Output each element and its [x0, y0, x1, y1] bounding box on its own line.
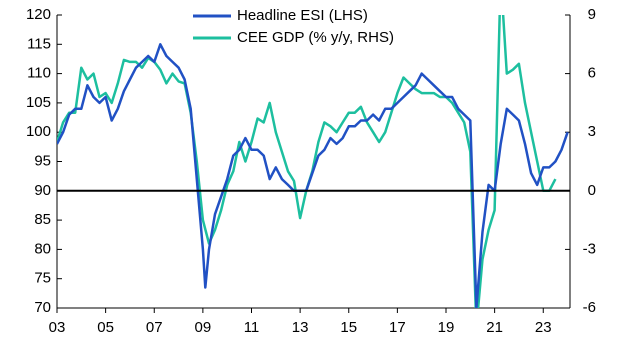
x-tick-label: 15 — [340, 319, 357, 336]
y-tick-label: 95 — [34, 152, 51, 169]
x-tick-label: 23 — [535, 319, 552, 336]
y-tick-label: 75 — [34, 270, 51, 287]
y-tick-label: 70 — [34, 299, 51, 316]
x-tick-label: 07 — [146, 319, 163, 336]
x-tick-label: 11 — [244, 319, 260, 336]
y-tick-label: 100 — [26, 123, 51, 140]
x-tick-label: 05 — [97, 319, 114, 336]
y-tick-label: 115 — [27, 35, 51, 52]
y2-tick-label: 6 — [588, 65, 596, 82]
y-tick-label: 85 — [34, 211, 51, 228]
y2-tick-label: 9 — [588, 6, 596, 23]
x-tick-label: 09 — [195, 319, 212, 336]
y-tick-label: 120 — [26, 6, 51, 23]
x-tick-label: 17 — [389, 319, 406, 336]
y2-tick-label: 3 — [588, 123, 596, 140]
series-line — [57, 43, 569, 308]
x-tick-label: 21 — [486, 319, 503, 336]
series-line — [57, 15, 557, 308]
legend-label: CEE GDP (% y/y, RHS) — [237, 29, 394, 46]
y-tick-label: 90 — [34, 182, 51, 199]
y-tick-label: 110 — [27, 65, 51, 82]
plot-area — [57, 15, 569, 308]
x-tick-label: 19 — [438, 319, 455, 336]
x-tick-label: 13 — [292, 319, 309, 336]
y-tick-label: 105 — [26, 94, 51, 111]
y2-tick-label: 0 — [588, 182, 596, 199]
y-tick-label: 80 — [34, 240, 51, 257]
y2-tick-label: -6 — [583, 299, 596, 316]
y2-tick-label: -3 — [583, 240, 596, 257]
x-tick-label: 03 — [49, 319, 66, 336]
legend-label: Headline ESI (LHS) — [237, 7, 368, 24]
